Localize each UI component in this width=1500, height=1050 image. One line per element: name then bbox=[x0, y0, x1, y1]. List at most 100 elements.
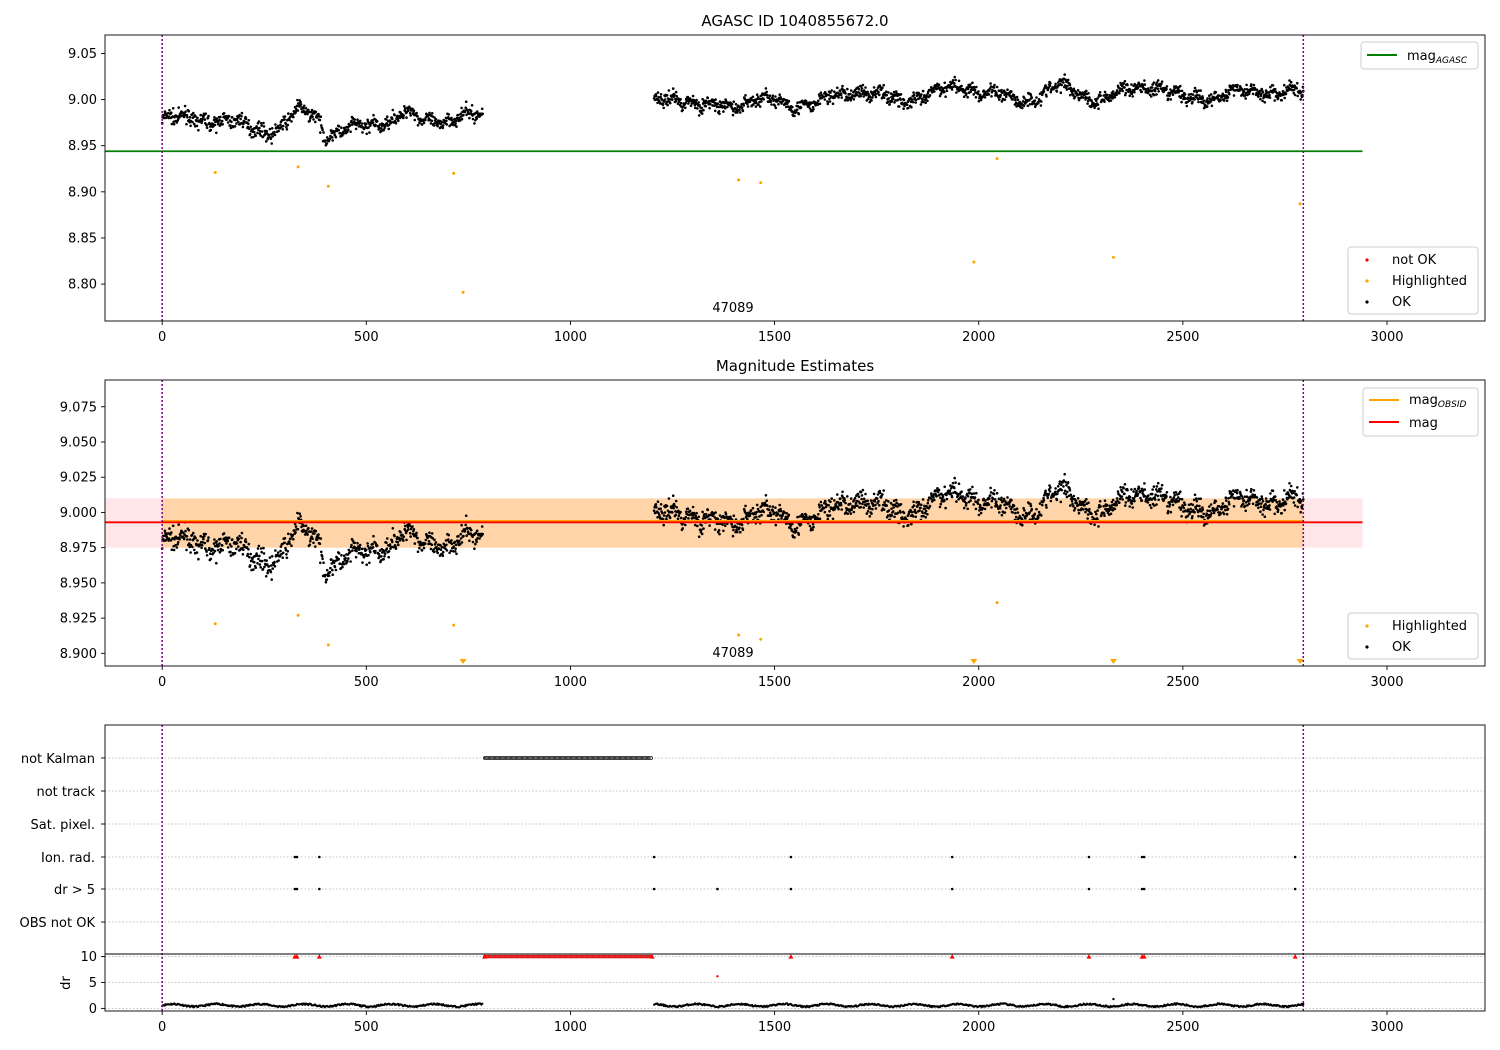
ok-point bbox=[460, 523, 463, 527]
ok-point bbox=[691, 94, 695, 98]
ok-point bbox=[818, 517, 822, 521]
ok-point bbox=[1292, 91, 1296, 95]
ok-point bbox=[391, 117, 394, 121]
ok-point bbox=[283, 537, 287, 540]
ok-point bbox=[225, 542, 228, 545]
ok-point bbox=[360, 551, 363, 555]
ok-point bbox=[281, 556, 285, 559]
ok-point bbox=[923, 511, 927, 515]
ok-point bbox=[209, 128, 213, 132]
ok-point bbox=[171, 107, 175, 110]
ok-point bbox=[1015, 507, 1019, 511]
ok-point bbox=[415, 111, 418, 115]
ok-point bbox=[320, 555, 324, 558]
ok-point bbox=[304, 107, 308, 110]
ok-point bbox=[196, 116, 199, 120]
ok-point bbox=[424, 542, 427, 545]
ok-point bbox=[241, 553, 245, 556]
ok-point bbox=[393, 113, 396, 117]
ok-point bbox=[1273, 87, 1277, 91]
ok-point bbox=[819, 500, 823, 504]
ok-point bbox=[1105, 503, 1109, 507]
ok-point bbox=[466, 527, 469, 530]
ok-point bbox=[473, 122, 476, 125]
ok-point bbox=[1192, 498, 1196, 502]
ok-point bbox=[213, 116, 216, 119]
ok-point bbox=[1156, 490, 1159, 493]
ok-point bbox=[1011, 98, 1014, 101]
ok-point bbox=[194, 115, 197, 118]
ok-point bbox=[749, 509, 753, 512]
ok-point bbox=[1064, 480, 1067, 484]
ok-point bbox=[447, 113, 451, 116]
ok-point bbox=[1214, 500, 1218, 503]
ok-point bbox=[209, 552, 212, 555]
ok-point bbox=[896, 511, 900, 515]
ok-point bbox=[192, 111, 195, 115]
ok-point bbox=[218, 118, 221, 122]
ok-point bbox=[972, 93, 975, 96]
ok-point bbox=[1236, 83, 1239, 87]
y-tick-label: 8.90 bbox=[68, 185, 97, 200]
ok-point bbox=[981, 95, 985, 99]
ok-point bbox=[1102, 512, 1106, 515]
ok-point bbox=[1278, 500, 1281, 503]
ok-point bbox=[354, 555, 358, 559]
ok-point bbox=[441, 126, 445, 130]
ok-point bbox=[1245, 83, 1248, 87]
ok-point bbox=[688, 509, 692, 513]
ok-point bbox=[254, 134, 257, 138]
ok-point bbox=[1077, 511, 1081, 515]
ok-point bbox=[1010, 90, 1013, 93]
ok-point bbox=[1173, 493, 1176, 497]
ok-point bbox=[963, 500, 966, 504]
ok-point bbox=[990, 499, 994, 503]
ok-point bbox=[896, 505, 899, 508]
ok-point bbox=[283, 541, 286, 544]
ok-point bbox=[331, 573, 335, 576]
ok-point bbox=[871, 507, 874, 511]
ok-point bbox=[1066, 78, 1070, 82]
ok-point bbox=[287, 112, 290, 115]
ok-point bbox=[874, 93, 877, 96]
ok-point bbox=[833, 507, 836, 511]
ok-point bbox=[1040, 514, 1043, 517]
ok-point bbox=[1202, 99, 1205, 102]
ok-point bbox=[209, 125, 212, 128]
ok-point bbox=[167, 115, 171, 118]
ok-point bbox=[674, 499, 678, 503]
ok-point bbox=[933, 90, 936, 93]
ok-point bbox=[667, 89, 671, 92]
x-tick-label: 1000 bbox=[554, 330, 587, 345]
ok-point bbox=[1111, 90, 1115, 93]
ok-point bbox=[742, 104, 746, 107]
x-tick-label: 0 bbox=[158, 330, 166, 345]
ok-point bbox=[1166, 97, 1170, 101]
ok-point bbox=[1087, 501, 1090, 505]
ok-point bbox=[730, 102, 734, 106]
ok-point bbox=[840, 96, 843, 99]
ok-point bbox=[881, 493, 884, 496]
ok-point bbox=[1058, 78, 1062, 81]
panel-agasc-line-legend: magAGASC bbox=[1360, 41, 1479, 70]
ok-point bbox=[999, 93, 1002, 97]
ok-point bbox=[1273, 495, 1277, 498]
ok-point bbox=[1193, 493, 1197, 497]
ok-point bbox=[1198, 504, 1201, 508]
ok-point bbox=[995, 85, 999, 89]
ok-point bbox=[388, 543, 392, 546]
ok-point bbox=[919, 95, 922, 98]
ok-point bbox=[176, 117, 180, 121]
ok-point bbox=[252, 135, 255, 139]
ok-point bbox=[953, 82, 956, 85]
ok-point bbox=[1260, 502, 1263, 505]
ok-point bbox=[399, 111, 402, 114]
ok-point bbox=[174, 544, 177, 547]
ok-point bbox=[418, 121, 421, 125]
ok-point bbox=[1220, 507, 1223, 511]
ok-point bbox=[758, 105, 762, 108]
ok-point bbox=[188, 538, 192, 541]
ok-point bbox=[1273, 99, 1276, 102]
ok-point bbox=[474, 531, 478, 535]
